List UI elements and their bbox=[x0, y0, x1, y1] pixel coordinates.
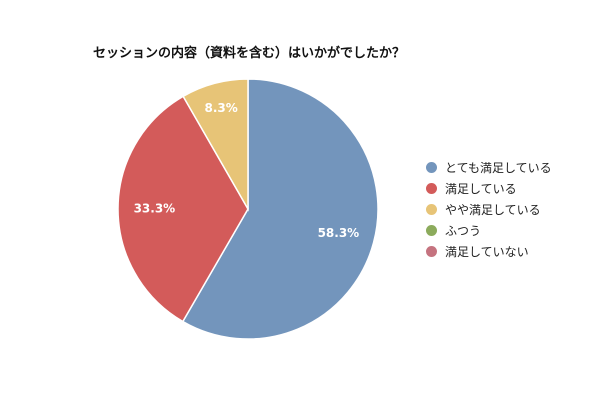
legend: とても満足している 満足しているやや満足している ふつう満足していない bbox=[426, 157, 552, 262]
pie-slice-1 bbox=[181, 78, 379, 340]
legend-swatch-3 bbox=[426, 204, 437, 215]
legend-item-4: ふつう bbox=[426, 220, 552, 241]
legend-label-2: 満足している bbox=[445, 182, 517, 196]
slice-value-label-2: 33.3% bbox=[134, 201, 176, 215]
legend-swatch-1 bbox=[426, 162, 437, 173]
pie-slice-labels: 58.3% 33.3% 8.3% bbox=[134, 101, 360, 240]
legend-swatch-2 bbox=[426, 183, 437, 194]
legend-item-5: 満足していない bbox=[426, 241, 552, 262]
slice-value-label-3: 8.3% bbox=[205, 101, 238, 115]
legend-item-3: やや満足している bbox=[426, 199, 552, 220]
legend-item-2: 満足している bbox=[426, 178, 552, 199]
legend-item-1: とても満足している bbox=[426, 157, 552, 178]
legend-swatch-4 bbox=[426, 225, 437, 236]
legend-label-3: やや満足している bbox=[445, 203, 541, 217]
legend-label-4: ふつう bbox=[445, 224, 482, 238]
pie-slices bbox=[117, 78, 379, 340]
slice-value-label-1: 58.3% bbox=[318, 226, 360, 240]
chart-title: セッションの内容（資料を含む）はいかがでしたか？ bbox=[93, 46, 406, 61]
legend-swatch-5 bbox=[426, 246, 437, 257]
legend-label-1: とても満足している bbox=[445, 161, 552, 175]
legend-label-5: 満足していない bbox=[445, 245, 529, 259]
pie-slice-3 bbox=[182, 78, 249, 212]
